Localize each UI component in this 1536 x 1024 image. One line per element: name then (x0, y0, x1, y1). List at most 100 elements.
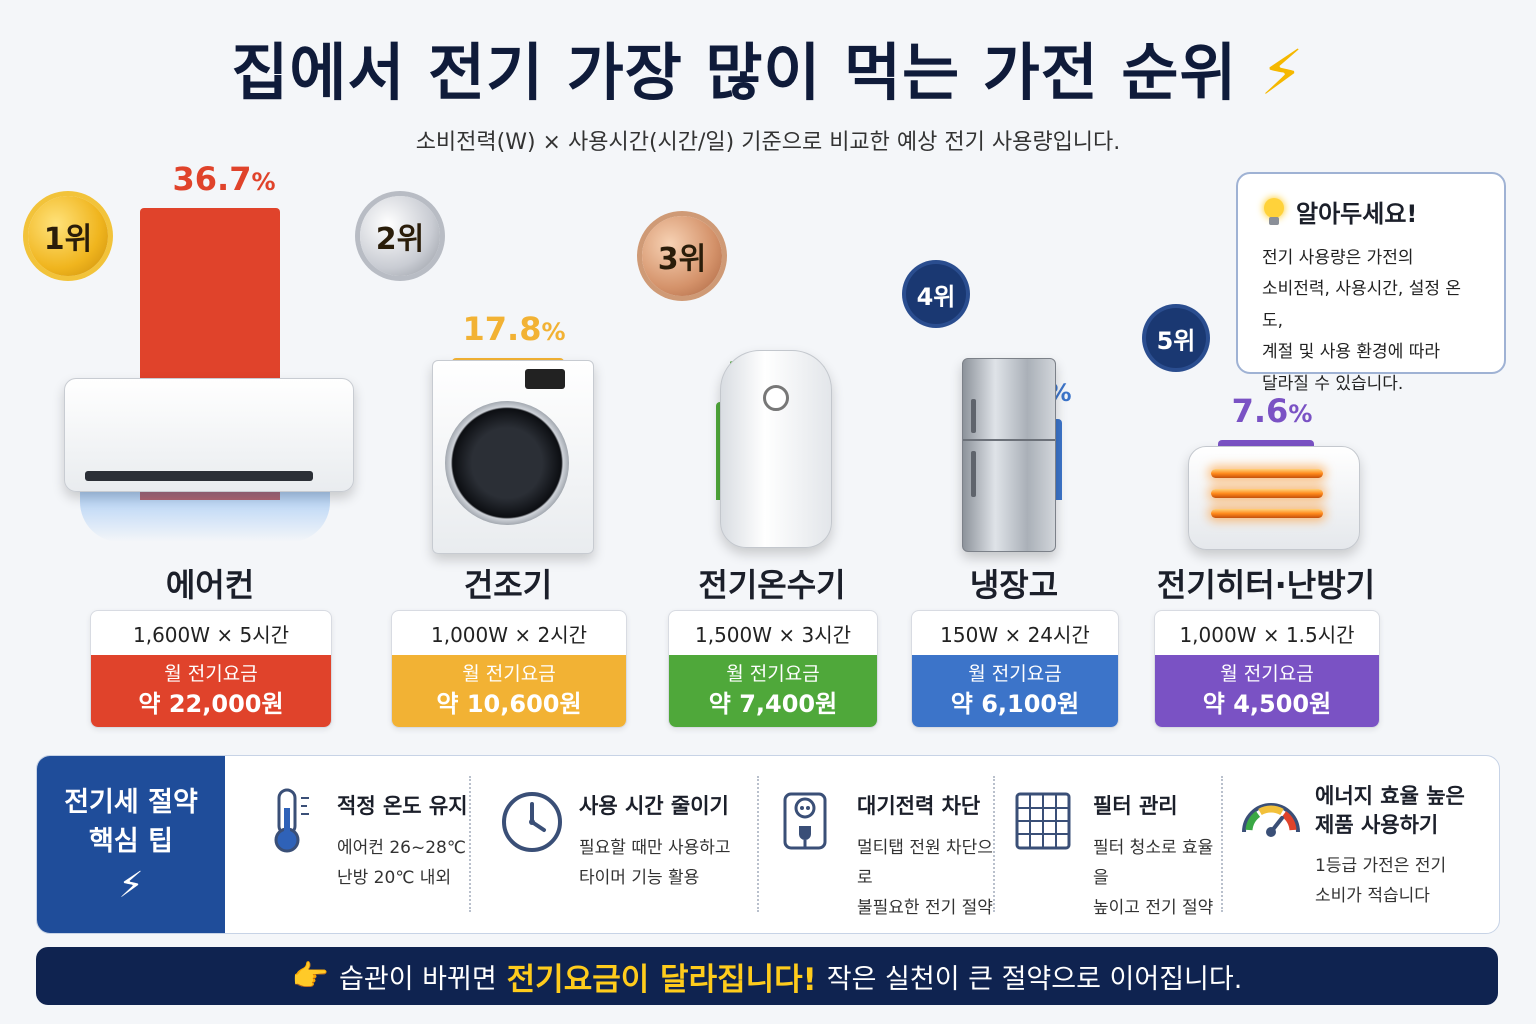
note-line: 전기 사용량은 가전의 (1262, 248, 1414, 268)
heater-coil (1211, 509, 1323, 518)
tip-desc-line: 타이머 기능 활용 (579, 867, 700, 888)
air-conditioner-illustration (64, 378, 354, 492)
appliance-name: 전기히터·난방기 (1156, 566, 1376, 604)
rank-badge: 2위 (360, 196, 440, 276)
banner-post: 작은 실천이 큰 절약으로 이어집니다. (826, 963, 1243, 995)
tip-item: 필터 관리 필터 청소로 효율을 높이고 전기 절약 (1013, 756, 1223, 933)
tip-title: 적정 온도 유지 (337, 792, 468, 821)
power-plug-icon (783, 792, 827, 850)
tip-item: 에너지 효율 높은 제품 사용하기 1등급 가전은 전기 소비가 적습니다 (1235, 756, 1495, 933)
usage-spec: 1,000W × 2시간 (430, 622, 588, 647)
tip-title: 사용 시간 줄이기 (579, 792, 729, 821)
rank-badge: 3위 (642, 216, 722, 296)
tip-divider (1221, 776, 1223, 912)
tip-desc-line: 불필요한 전기 절약 (857, 897, 993, 918)
tip-title-line: 필터 관리 (1093, 794, 1178, 818)
note-header: 알아두세요! (1262, 194, 1480, 229)
bar-value-label: 17.8% (462, 310, 566, 349)
pointing-hand-icon: 👉 (291, 958, 330, 994)
banner-pre: 습관이 바뀌면 (339, 963, 497, 995)
tip-desc: 1등급 가전은 전기 소비가 적습니다 (1315, 852, 1446, 912)
dryer-panel (525, 369, 565, 389)
tip-title: 대기전력 차단 (857, 792, 980, 821)
note-line: 소비전력, 사용시간, 설정 온도, (1262, 279, 1462, 331)
saving-tips-panel: 전기세 절약 핵심 팁 ⚡ 적정 온도 유지 에어컨 26~28℃ 난방 20℃… (36, 755, 1500, 934)
tip-title-line: 제품 사용하기 (1315, 813, 1439, 838)
appliance-name: 냉장고 (969, 566, 1059, 604)
dryer-illustration (432, 360, 594, 554)
banner-highlight: 전기요금이 달라집니다! (506, 961, 817, 998)
tip-title-line: 대기전력 차단 (857, 794, 981, 818)
tip-divider (757, 776, 759, 912)
fee-label: 월 전기요금 (462, 662, 556, 685)
note-title: 알아두세요! (1296, 200, 1418, 228)
fee-label: 월 전기요금 (726, 662, 820, 685)
tip-item: 대기전력 차단 멀티탭 전원 차단으로 불필요한 전기 절약 (777, 756, 997, 933)
fee-amount: 약 10,600원 (436, 689, 582, 718)
fee-amount: 약 4,500원 (1202, 689, 1332, 718)
fridge-handle (971, 451, 976, 497)
tips-heading-line: 핵심 팁 (89, 826, 173, 857)
tip-desc-line: 필터 청소로 효율을 (1093, 838, 1214, 888)
tip-title: 필터 관리 (1093, 792, 1178, 821)
heater-coil (1211, 489, 1323, 498)
fridge-handle (971, 399, 976, 433)
fee-label: 월 전기요금 (164, 662, 258, 685)
fee-amount: 약 22,000원 (138, 689, 284, 718)
rank-badge: 1위 (28, 196, 108, 276)
tip-desc-line: 높이고 전기 절약 (1093, 897, 1214, 918)
lightning-icon: ⚡ (1260, 36, 1305, 109)
tip-title-line: 에너지 효율 높은 (1315, 784, 1465, 808)
heater-coil (1211, 469, 1323, 478)
appliance-name: 전기온수기 (698, 566, 846, 604)
tip-desc: 멀티탭 전원 차단으로 불필요한 전기 절약 (857, 834, 997, 923)
bar-value-label: 36.7% (172, 160, 276, 198)
heater-gauge (763, 385, 789, 411)
efficiency-gauge-icon (1242, 803, 1300, 837)
tip-item: 적정 온도 유지 에어컨 26~28℃ 난방 20℃ 내외 (257, 756, 497, 933)
dryer-door (445, 401, 569, 525)
lightbulb-icon (1262, 197, 1286, 226)
fee-amount: 약 7,400원 (708, 689, 838, 718)
filter-icon (1015, 792, 1071, 850)
tip-divider (469, 776, 471, 912)
ac-vent (85, 471, 313, 481)
usage-spec: 1,000W × 1.5시간 (1179, 622, 1355, 647)
tip-desc: 필터 청소로 효율을 높이고 전기 절약 (1093, 834, 1223, 923)
usage-spec: 150W × 24시간 (940, 622, 1090, 647)
fee-label: 월 전기요금 (968, 662, 1062, 685)
tip-item: 사용 시간 줄이기 필요할 때만 사용하고 타이머 기능 활용 (499, 756, 759, 933)
thermometer-icon (274, 788, 309, 853)
usage-spec: 1,600W × 5시간 (132, 622, 290, 647)
rank-badge: 4위 (906, 264, 966, 324)
title-text: 집에서 전기 가장 많이 먹는 가전 순위 (231, 36, 1238, 109)
page-title: 집에서 전기 가장 많이 먹는 가전 순위 ⚡ (0, 22, 1536, 112)
appliance-name: 에어컨 (165, 566, 255, 604)
tip-desc-line: 멀티탭 전원 차단으로 (857, 838, 993, 888)
info-note: 알아두세요! 전기 사용량은 가전의 소비전력, 사용시간, 설정 온도, 계절… (1236, 172, 1506, 394)
usage-spec: 1,500W × 3시간 (694, 622, 852, 647)
fee-label: 월 전기요금 (1220, 662, 1314, 685)
page-subtitle: 소비전력(W) × 사용시간(시간/일) 기준으로 비교한 예상 전기 사용량입… (415, 130, 1121, 155)
water-heater-illustration (720, 350, 832, 548)
tip-desc-line: 난방 20℃ 내외 (337, 867, 452, 888)
fee-amount: 약 6,100원 (950, 689, 1080, 718)
tip-desc-line: 필요할 때만 사용하고 (579, 838, 731, 858)
note-line: 계절 및 사용 환경에 따라 (1262, 342, 1441, 363)
tip-desc: 에어컨 26~28℃ 난방 20℃ 내외 (337, 834, 466, 894)
fridge-door-seam (963, 439, 1055, 441)
tip-title-line: 적정 온도 유지 (337, 794, 468, 818)
note-body: 전기 사용량은 가전의 소비전력, 사용시간, 설정 온도, 계절 및 사용 환… (1262, 243, 1480, 400)
bar-value-label: 7.6% (1231, 391, 1313, 430)
